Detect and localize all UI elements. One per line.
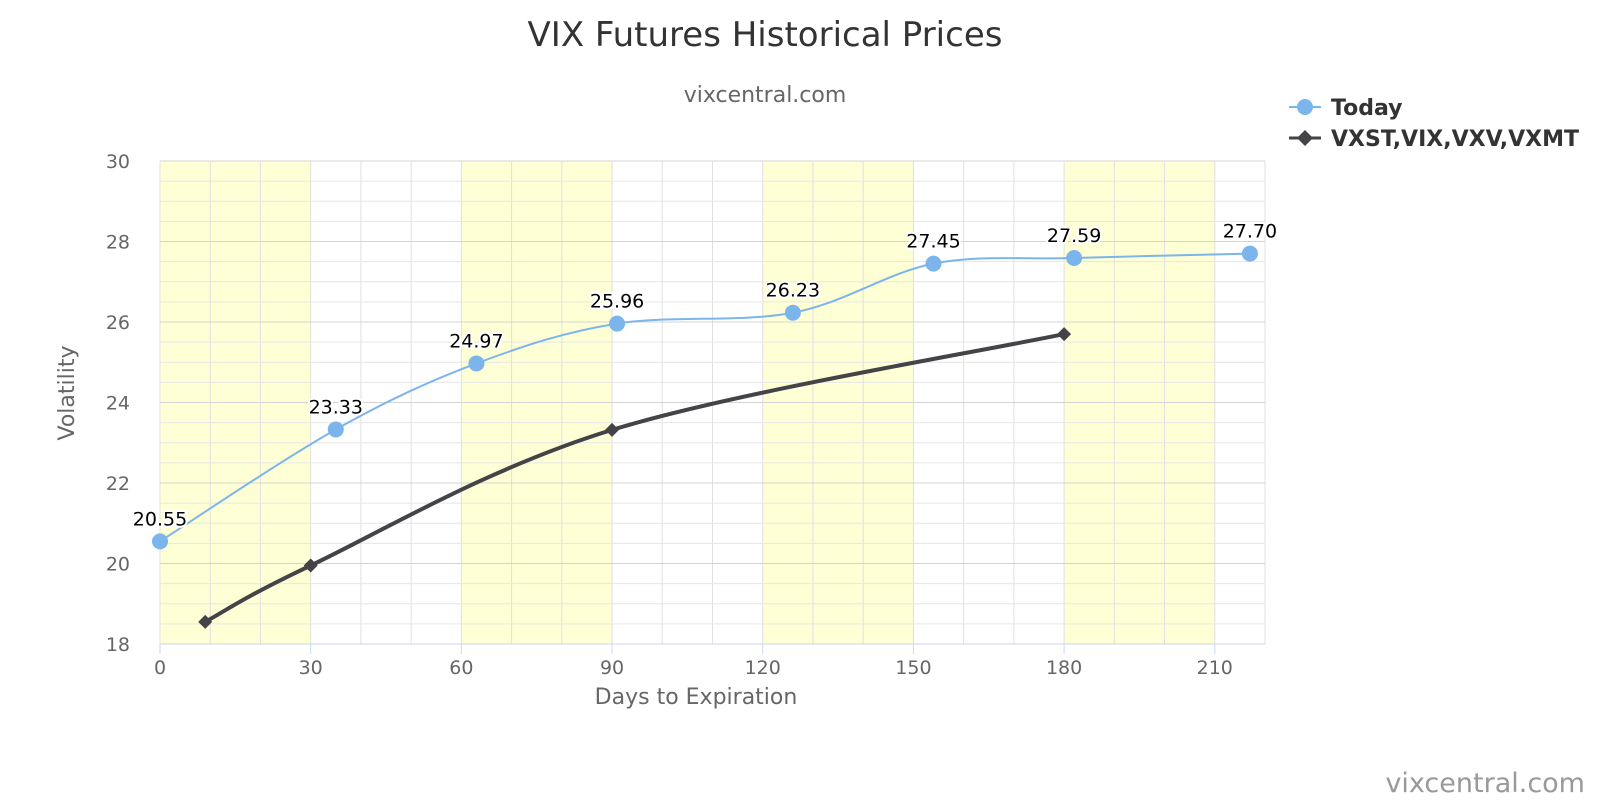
- data-point-0-3: [609, 315, 626, 332]
- x-tick-label-150: 150: [895, 657, 931, 679]
- y-tick-label-20: 20: [106, 554, 130, 576]
- data-point-1-1: [303, 558, 318, 573]
- x-tick-label-120: 120: [745, 657, 781, 679]
- legend-marker-term: [1297, 130, 1313, 146]
- legend-item-vxst-vix-vxv-vxmt[interactable]: VXST,VIX,VXV,VXMT: [1289, 127, 1579, 152]
- data-point-0-4: [784, 304, 801, 321]
- data-label-0-4: 26.23: [766, 280, 820, 302]
- series-line-1: [204, 332, 1065, 624]
- x-tick-label-60: 60: [449, 657, 473, 679]
- x-tick-label-90: 90: [600, 657, 624, 679]
- data-label-0-5: 27.45: [906, 231, 960, 253]
- data-label-0-3: 25.96: [590, 291, 644, 313]
- data-point-1-2: [605, 422, 620, 437]
- grid-lines: [159, 160, 1266, 645]
- legend-label-term: VXST,VIX,VXV,VXMT: [1331, 127, 1579, 152]
- data-label-0-2: 24.97: [449, 330, 503, 352]
- data-point-0-5: [925, 255, 942, 272]
- data-label-0-7: 27.70: [1223, 221, 1277, 243]
- legend-item-today[interactable]: Today: [1289, 96, 1402, 121]
- y-tick-label-28: 28: [106, 232, 130, 254]
- legend: Today VXST,VIX,VXV,VXMT: [1289, 96, 1579, 152]
- chart-title: VIX Futures Historical Prices: [528, 15, 1003, 55]
- data-point-1-3: [1057, 327, 1072, 342]
- y-tick-label-18: 18: [106, 634, 130, 656]
- credit-text[interactable]: vixcentral.com: [1385, 768, 1585, 799]
- data-point-0-7: [1241, 245, 1258, 262]
- x-axis-title: Days to Expiration: [595, 685, 798, 710]
- data-point-0-6: [1066, 250, 1083, 267]
- y-tick-label-22: 22: [106, 473, 130, 495]
- legend-label-today: Today: [1331, 96, 1402, 121]
- data-label-0-0: 20.55: [133, 508, 187, 530]
- data-point-0-2: [468, 355, 485, 372]
- data-point-0-1: [327, 421, 344, 438]
- x-tick-label-180: 180: [1046, 657, 1082, 679]
- y-tick-label-26: 26: [106, 312, 130, 334]
- axes: 0 30 60 90 120 150 180 210 18 20 22 24 26 28 30: [106, 151, 1265, 679]
- x-tick-label-0: 0: [154, 657, 166, 679]
- series-lines: [152, 245, 1258, 629]
- data-labels: 20.55 23.33 24.97 25.96 26.23 27.45 27.59 27.70: [131, 219, 1279, 533]
- data-label-0-1: 23.33: [309, 396, 363, 418]
- x-tick-label-30: 30: [299, 657, 323, 679]
- legend-marker-today: [1297, 99, 1313, 115]
- y-tick-label-30: 30: [106, 151, 130, 173]
- y-axis-title: Volatility: [55, 345, 80, 440]
- chart-subtitle: vixcentral.com: [684, 83, 847, 108]
- data-label-0-6: 27.59: [1047, 225, 1101, 247]
- x-tick-label-210: 210: [1197, 657, 1233, 679]
- data-point-1-0: [198, 614, 213, 629]
- y-tick-label-24: 24: [106, 393, 130, 415]
- data-point-0-0: [152, 533, 168, 550]
